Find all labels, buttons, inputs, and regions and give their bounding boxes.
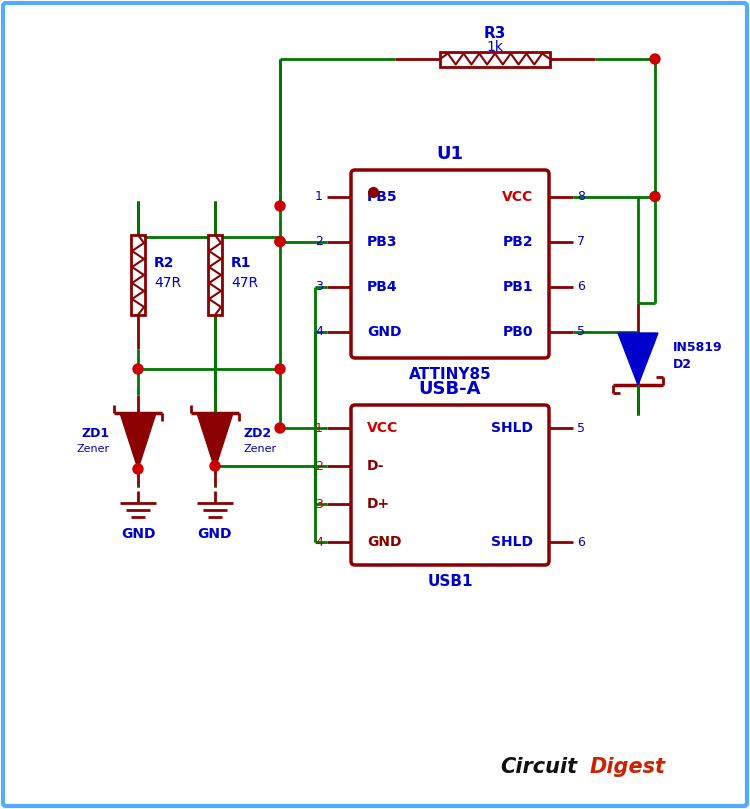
- Text: R3: R3: [484, 26, 506, 40]
- Text: PB0: PB0: [503, 324, 533, 338]
- Circle shape: [275, 236, 285, 247]
- Text: U1: U1: [436, 145, 463, 163]
- Text: 4: 4: [315, 325, 323, 338]
- Circle shape: [133, 464, 143, 474]
- Text: Digest: Digest: [590, 757, 666, 777]
- Text: 1: 1: [315, 190, 323, 203]
- Text: USB1: USB1: [427, 574, 472, 588]
- Text: 8: 8: [577, 190, 585, 203]
- Circle shape: [275, 423, 285, 433]
- Text: R2: R2: [154, 256, 175, 270]
- Text: 3: 3: [315, 280, 323, 293]
- Text: ZD1: ZD1: [82, 426, 110, 439]
- Text: 7: 7: [577, 235, 585, 248]
- Text: PB4: PB4: [367, 279, 398, 294]
- Text: 6: 6: [577, 536, 585, 549]
- Text: 1: 1: [315, 421, 323, 434]
- Text: 4: 4: [315, 536, 323, 549]
- Text: GND: GND: [367, 535, 401, 549]
- Bar: [208, 235, 222, 315]
- Text: 2: 2: [315, 235, 323, 248]
- Text: 6: 6: [577, 280, 585, 293]
- Text: Circuit: Circuit: [500, 757, 578, 777]
- Circle shape: [275, 201, 285, 211]
- Polygon shape: [120, 413, 156, 469]
- Circle shape: [133, 364, 143, 374]
- Text: 47R: 47R: [231, 276, 258, 290]
- Bar: [131, 235, 145, 315]
- Circle shape: [210, 461, 220, 471]
- Text: GND: GND: [367, 324, 401, 338]
- Text: R1: R1: [231, 256, 251, 270]
- Text: Zener: Zener: [76, 444, 110, 454]
- Text: 5: 5: [577, 325, 585, 338]
- Text: 1k: 1k: [487, 40, 503, 54]
- FancyBboxPatch shape: [351, 170, 549, 358]
- Text: D-: D-: [367, 459, 385, 473]
- Text: 3: 3: [315, 498, 323, 510]
- Text: SHLD: SHLD: [491, 535, 533, 549]
- Text: Zener: Zener: [243, 444, 276, 454]
- Text: ATTINY85: ATTINY85: [409, 366, 491, 382]
- Text: 47R: 47R: [154, 276, 182, 290]
- FancyBboxPatch shape: [3, 3, 747, 806]
- Text: GND: GND: [121, 527, 155, 541]
- Polygon shape: [618, 333, 658, 385]
- Circle shape: [275, 364, 285, 374]
- Circle shape: [650, 192, 660, 201]
- FancyBboxPatch shape: [351, 405, 549, 565]
- Text: 2: 2: [315, 460, 323, 472]
- Polygon shape: [197, 413, 233, 469]
- Text: VCC: VCC: [502, 189, 533, 204]
- Text: PB3: PB3: [367, 235, 398, 248]
- Text: VCC: VCC: [367, 421, 398, 435]
- Text: D2: D2: [673, 358, 692, 371]
- Text: USB-A: USB-A: [419, 380, 482, 398]
- Text: PB2: PB2: [503, 235, 533, 248]
- Text: GND: GND: [198, 527, 232, 541]
- Text: SHLD: SHLD: [491, 421, 533, 435]
- Circle shape: [650, 54, 660, 64]
- Circle shape: [275, 236, 285, 247]
- Text: PB1: PB1: [503, 279, 533, 294]
- Text: IN5819: IN5819: [673, 341, 723, 354]
- Text: D+: D+: [367, 497, 390, 511]
- Text: 5: 5: [577, 421, 585, 434]
- Text: PB5: PB5: [367, 189, 398, 204]
- Bar: [440, 52, 550, 66]
- Text: ZD2: ZD2: [243, 426, 272, 439]
